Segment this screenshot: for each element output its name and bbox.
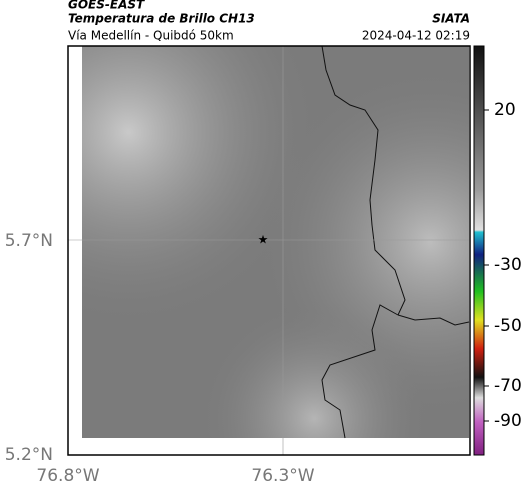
location-star: ★ [258, 233, 269, 247]
datetime: 2024-04-12 02:19 [362, 29, 470, 43]
colorbar-tick-label: -90 [494, 411, 522, 431]
colorbar-tick-label: -50 [494, 316, 522, 336]
lon-label: 76.8°W [36, 466, 99, 486]
lat-label: 5.7°N [5, 231, 53, 251]
colorbar-tick-label: -30 [494, 255, 522, 275]
lon-label: 76.3°W [251, 466, 314, 486]
colorbar [473, 45, 485, 456]
title: Temperatura de Brillo CH13 [68, 12, 255, 26]
colorbar-tick-label: -70 [494, 376, 522, 396]
lat-label: 5.2°N [5, 445, 53, 465]
boundaries [321, 45, 470, 439]
subtitle: Vía Medellín - Quibdó 50km [68, 29, 234, 43]
colorbar-tick-label: 20 [494, 100, 516, 120]
satellite-image [82, 46, 469, 438]
agency: SIATA [432, 12, 470, 26]
source: GOES-EAST [68, 0, 145, 12]
map-frame [67, 45, 471, 456]
